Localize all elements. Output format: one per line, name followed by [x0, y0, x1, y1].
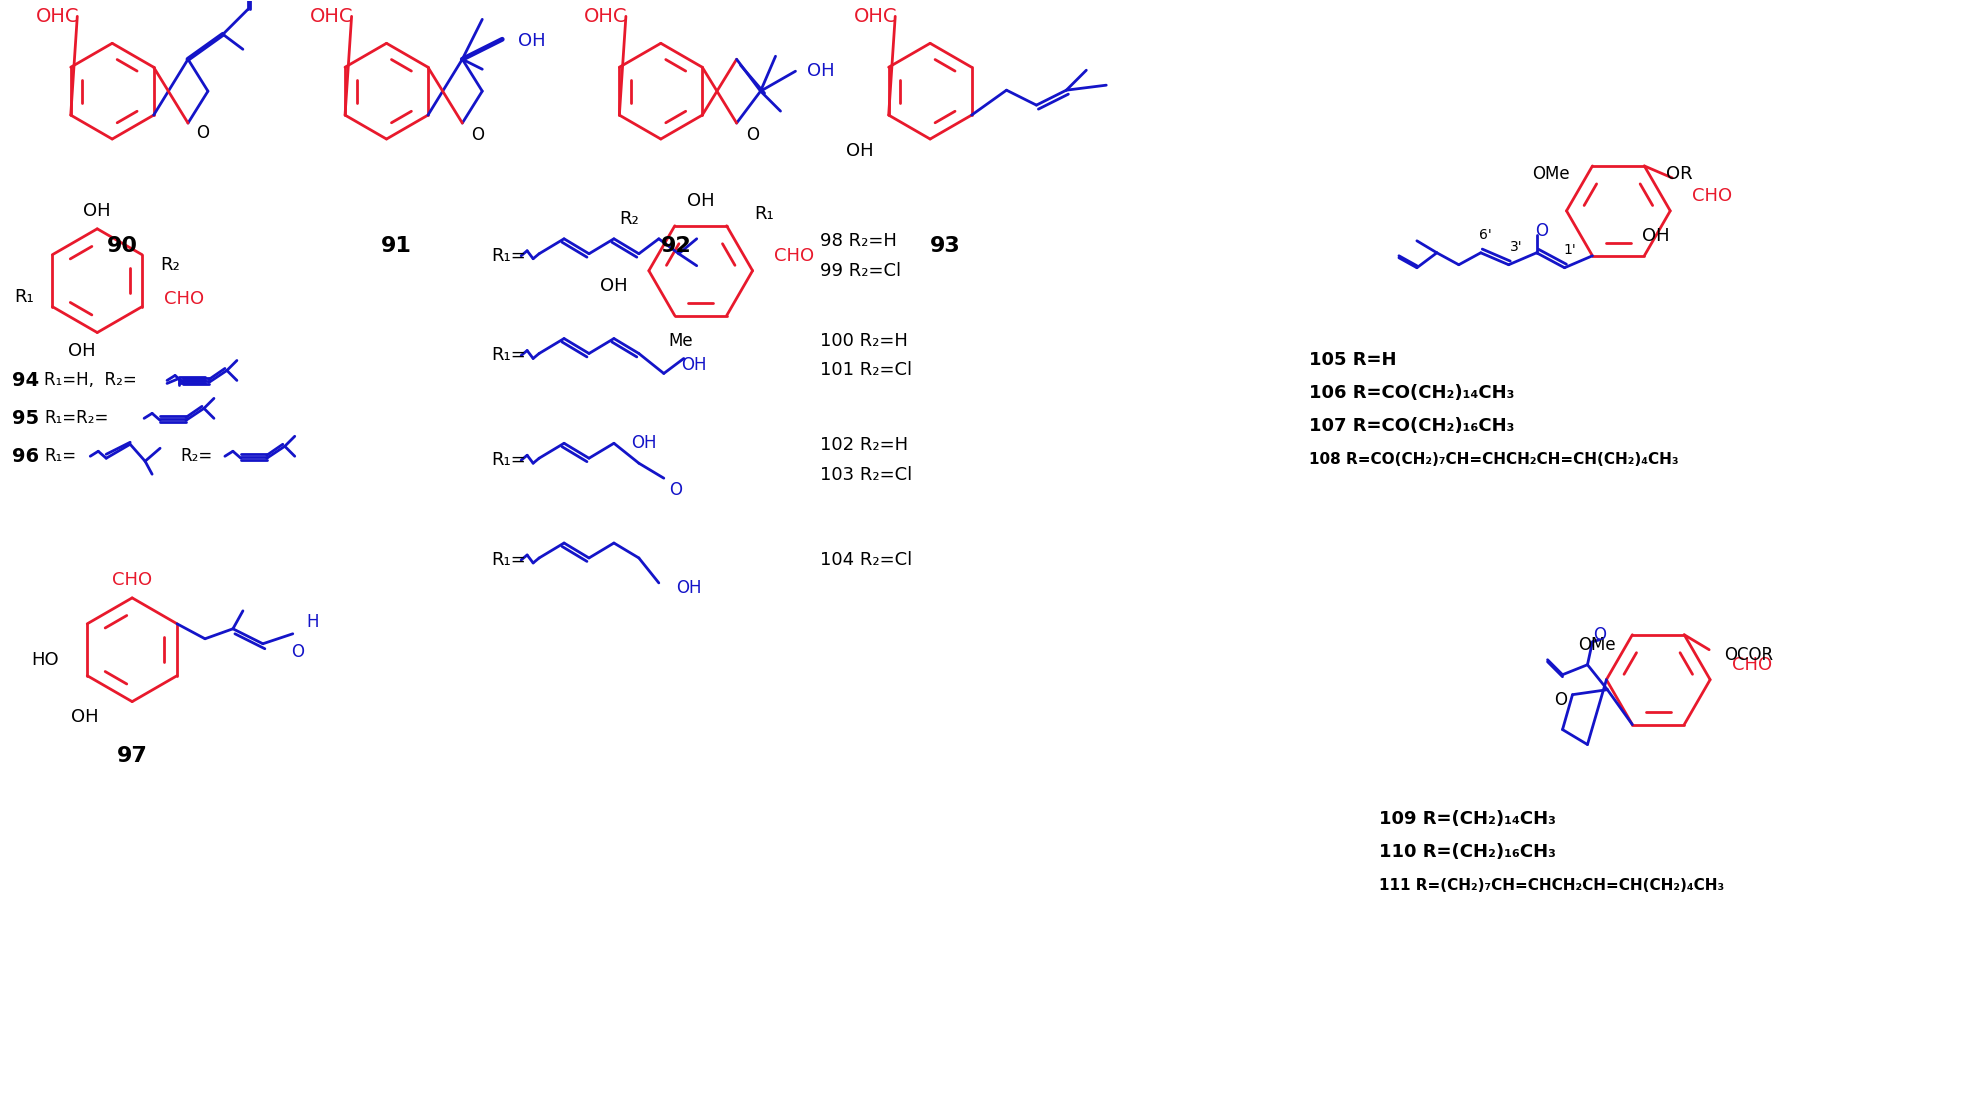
Text: 95: 95	[12, 408, 39, 428]
Text: 6': 6'	[1479, 227, 1491, 242]
Text: R₂=: R₂=	[181, 447, 212, 466]
Text: O: O	[669, 481, 683, 500]
Text: 1': 1'	[1564, 243, 1575, 257]
Text: O: O	[1554, 691, 1568, 708]
Text: 94: 94	[12, 371, 39, 390]
Text: 110 R=(CH₂)₁₆CH₃: 110 R=(CH₂)₁₆CH₃	[1379, 843, 1556, 861]
Text: R₁=: R₁=	[490, 551, 526, 569]
Text: R₁=: R₁=	[490, 347, 526, 365]
Text: O: O	[1593, 626, 1607, 643]
Text: 111 R=(CH₂)₇CH=CHCH₂CH=CH(CH₂)₄CH₃: 111 R=(CH₂)₇CH=CHCH₂CH=CH(CH₂)₄CH₃	[1379, 877, 1725, 893]
Text: R₁=R₂=: R₁=R₂=	[45, 410, 108, 427]
Text: 93: 93	[930, 236, 961, 256]
Text: OH: OH	[681, 357, 706, 374]
Text: 104 R₂=Cl: 104 R₂=Cl	[820, 551, 912, 569]
Text: OHC: OHC	[35, 7, 78, 26]
Text: Me: Me	[669, 332, 693, 349]
Text: CHO: CHO	[165, 290, 204, 307]
Text: 92: 92	[661, 236, 691, 256]
Text: OHC: OHC	[585, 7, 628, 26]
Text: R₁=: R₁=	[45, 447, 77, 466]
Text: 100 R₂=H: 100 R₂=H	[820, 332, 908, 349]
Text: 101 R₂=Cl: 101 R₂=Cl	[820, 361, 912, 380]
Text: R₂: R₂	[161, 256, 181, 273]
Text: OH: OH	[846, 142, 875, 160]
Text: OH: OH	[677, 579, 702, 597]
Text: H: H	[306, 613, 320, 631]
Text: OH: OH	[69, 341, 96, 359]
Text: OH: OH	[600, 277, 628, 294]
Text: 102 R₂=H: 102 R₂=H	[820, 436, 908, 455]
Text: O: O	[290, 642, 304, 661]
Text: OH: OH	[518, 32, 545, 51]
Text: 106 R=CO(CH₂)₁₄CH₃: 106 R=CO(CH₂)₁₄CH₃	[1309, 384, 1515, 402]
Text: OH: OH	[71, 707, 100, 726]
Text: 3': 3'	[1511, 239, 1523, 254]
Text: OH: OH	[806, 63, 834, 80]
Text: CHO: CHO	[1691, 187, 1732, 205]
Text: R₁=: R₁=	[490, 247, 526, 265]
Text: OCOR: OCOR	[1725, 646, 1774, 663]
Text: 97: 97	[116, 747, 147, 766]
Text: HO: HO	[31, 651, 59, 669]
Text: OH: OH	[84, 202, 112, 220]
Text: R₂: R₂	[620, 210, 640, 228]
Text: CHO: CHO	[112, 571, 153, 589]
Text: OH: OH	[687, 192, 714, 210]
Text: 96: 96	[12, 447, 39, 466]
Text: R₁=: R₁=	[490, 451, 526, 469]
Text: 105 R=H: 105 R=H	[1309, 351, 1397, 370]
Text: 90: 90	[106, 236, 137, 256]
Text: 108 R=CO(CH₂)₇CH=CHCH₂CH=CH(CH₂)₄CH₃: 108 R=CO(CH₂)₇CH=CHCH₂CH=CH(CH₂)₄CH₃	[1309, 451, 1679, 467]
Text: 107 R=CO(CH₂)₁₆CH₃: 107 R=CO(CH₂)₁₆CH₃	[1309, 417, 1515, 435]
Text: OH: OH	[1642, 227, 1670, 245]
Text: OMe: OMe	[1579, 636, 1617, 653]
Text: 91: 91	[381, 236, 412, 256]
Text: O: O	[746, 126, 759, 144]
Text: OH: OH	[632, 435, 657, 452]
Text: CHO: CHO	[775, 247, 814, 265]
Text: OHC: OHC	[310, 7, 353, 26]
Text: R₁: R₁	[755, 205, 775, 223]
Text: 109 R=(CH₂)₁₄CH₃: 109 R=(CH₂)₁₄CH₃	[1379, 810, 1556, 828]
Text: O: O	[196, 124, 210, 142]
Text: OR: OR	[1666, 165, 1693, 183]
Text: O: O	[1534, 222, 1548, 239]
Text: 98 R₂=H: 98 R₂=H	[820, 232, 897, 249]
Text: R₁: R₁	[14, 288, 33, 305]
Text: R₁=H,  R₂=: R₁=H, R₂=	[45, 371, 137, 390]
Text: OHC: OHC	[853, 7, 897, 26]
Text: 99 R₂=Cl: 99 R₂=Cl	[820, 261, 901, 280]
Text: CHO: CHO	[1732, 656, 1772, 674]
Text: 103 R₂=Cl: 103 R₂=Cl	[820, 467, 912, 484]
Text: OMe: OMe	[1532, 165, 1570, 183]
Text: O: O	[471, 126, 485, 144]
